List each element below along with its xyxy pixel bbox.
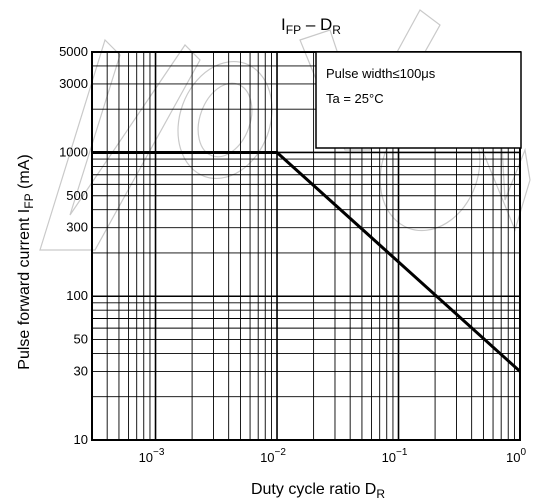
y-tick-label: 10 <box>74 432 88 447</box>
y-tick-label: 30 <box>74 363 88 378</box>
x-tick-label: 10−2 <box>260 447 286 465</box>
y-tick-label: 3000 <box>59 76 88 91</box>
chart-series <box>92 150 522 373</box>
conditions-line-1: Pulse width≤100μs <box>326 66 436 81</box>
y-tick-label: 1000 <box>59 144 88 159</box>
y-tick-labels: 10 30 50 100 300 500 1000 3000 5000 <box>59 44 88 447</box>
x-axis-label: Duty cycle ratio DR <box>251 481 385 501</box>
x-tick-label: 100 <box>506 447 526 465</box>
y-tick-label: 100 <box>66 288 88 303</box>
conditions-box-frame <box>315 51 522 149</box>
y-tick-label: 300 <box>66 220 88 235</box>
chart-title: IFP – DR <box>281 15 341 37</box>
y-tick-label: 500 <box>66 188 88 203</box>
y-axis-label: Pulse forward current IFP (mA) <box>16 154 36 369</box>
y-tick-label: 5000 <box>59 44 88 59</box>
conditions-box: Pulse width≤100μs Ta = 25°C <box>315 51 522 149</box>
plot-frame <box>91 51 521 441</box>
x-tick-labels: 10−3 10−2 10−1 100 <box>139 447 527 465</box>
conditions-line-2: Ta = 25°C <box>326 91 384 106</box>
y-tick-label: 50 <box>74 332 88 347</box>
series-line <box>92 150 522 373</box>
x-tick-label: 10−1 <box>382 447 408 465</box>
x-tick-label: 10−3 <box>139 447 165 465</box>
